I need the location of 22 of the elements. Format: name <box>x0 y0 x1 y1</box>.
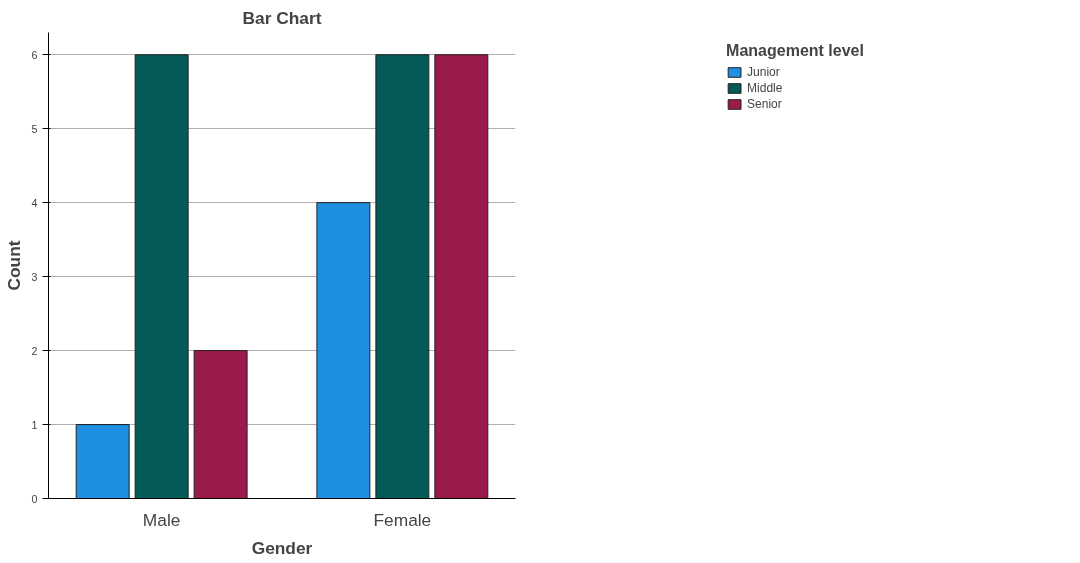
y-tick-label: 3 <box>31 270 38 283</box>
legend-label: Middle <box>747 81 783 95</box>
legend-label: Junior <box>747 65 780 79</box>
y-tick-label: 6 <box>31 48 38 61</box>
bar <box>375 54 430 499</box>
bar <box>75 424 130 499</box>
legend-label: Senior <box>747 97 782 111</box>
bar <box>434 54 489 499</box>
bar <box>134 54 189 499</box>
bar <box>316 202 371 499</box>
y-tick-label: 0 <box>31 492 38 505</box>
y-tick-label: 2 <box>31 344 38 357</box>
chart-title: Bar Chart <box>242 7 322 28</box>
bar <box>193 350 248 499</box>
x-tick-label: Female <box>373 509 432 530</box>
x-tick-label: Male <box>142 509 181 530</box>
y-tick-label: 5 <box>31 122 38 135</box>
x-axis-title: Gender <box>251 537 313 558</box>
y-tick-label: 1 <box>31 418 38 431</box>
y-axis-title: Count <box>3 240 24 291</box>
legend-title: Management level <box>726 42 864 60</box>
y-tick-label: 4 <box>31 196 38 209</box>
